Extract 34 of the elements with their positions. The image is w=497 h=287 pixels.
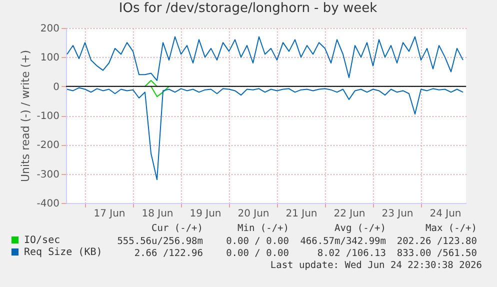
text: 833.00 /561.50	[396, 247, 477, 260]
y-tick-label: 200	[40, 24, 60, 34]
x-tick-label: 20 Jun	[238, 208, 270, 220]
x-tick-label: 24 Jun	[430, 208, 462, 220]
text: 0.00 / 0.00	[226, 247, 289, 260]
line-series	[66, 36, 464, 81]
text: 555.56u/256.98m	[117, 235, 203, 248]
text: Max (-/+)	[426, 222, 477, 235]
y-tick-label: -300	[36, 169, 60, 180]
x-tick-label: 22 Jun	[334, 208, 366, 220]
y-tick-label: 100	[40, 52, 60, 64]
text: 8.02 /106.13	[317, 247, 386, 260]
text: 0.00 / 0.00	[226, 235, 289, 248]
y-tick-label: 0	[53, 82, 60, 93]
x-tick-label: 21 Jun	[286, 208, 318, 220]
y-tick-label: -200	[36, 140, 60, 152]
text: Min (-/+)	[238, 222, 289, 235]
y-tick-label: -400	[36, 198, 60, 210]
text: Cur (-/+)	[152, 222, 203, 235]
legend-label: IO/sec	[24, 235, 60, 246]
line-series	[66, 87, 464, 180]
x-tick-label: 18 Jun	[142, 208, 174, 220]
text: 466.57m/342.99m	[300, 235, 386, 248]
text: Avg (-/+)	[334, 222, 386, 235]
y-axis-title: Units read (-) / write (+)	[18, 50, 32, 182]
x-tick-label: 23 Jun	[382, 208, 414, 220]
chart-title: IOs for /dev/storage/longhorn - by week	[118, 1, 378, 16]
x-tick-label: 19 Jun	[190, 208, 222, 220]
legend-label: Req Size (KB)	[24, 247, 102, 258]
text: Last update: Wed Jun 24 22:30:38 2026	[270, 259, 482, 272]
text: 202.26 /123.80	[396, 235, 477, 248]
text: 2.66 /122.96	[134, 247, 203, 260]
x-tick-label: 17 Jun	[94, 208, 126, 220]
y-tick-label: -100	[36, 111, 60, 122]
